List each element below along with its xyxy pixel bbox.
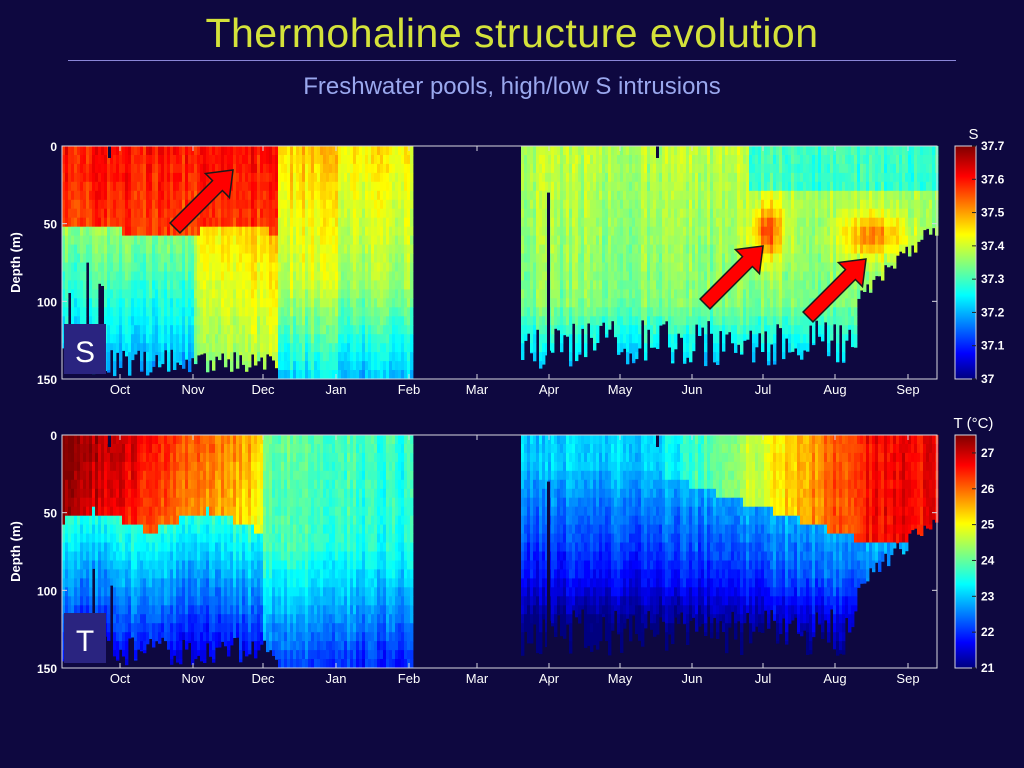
colorbar-tick-label: 23: [981, 589, 995, 603]
annotation-arrow: [802, 258, 867, 323]
colorbar-tick-label: 26: [981, 482, 995, 496]
panel-label-box: [64, 613, 106, 663]
colorbar-tick-label: 27: [981, 446, 995, 460]
y-axis-label: Depth (m): [8, 521, 23, 582]
y-tick-label: 100: [37, 295, 57, 309]
x-tick-label: Nov: [181, 382, 205, 397]
x-tick-label: Jan: [326, 382, 347, 397]
heatmap-field: [62, 435, 939, 669]
colorbar-tick-label: 25: [981, 518, 995, 532]
temperature-panel: 0 50 100 150 Depth (m) Oct Nov Dec Jan Feb Mar Apr M…: [8, 415, 995, 686]
annotation-arrow: [699, 245, 764, 310]
y-tick-label: 0: [50, 429, 57, 443]
colorbar-tick-label: 24: [981, 553, 995, 567]
x-tick-label: May: [608, 671, 633, 686]
colorbar-tick-label: 37.2: [981, 305, 1005, 319]
colorbar-label: S: [968, 126, 978, 143]
x-tick-label: Dec: [251, 382, 275, 397]
colorbar-tick-label: 37.6: [981, 172, 1005, 186]
x-tick-label: Mar: [466, 382, 489, 397]
slide-title: Thermohaline structure evolution: [205, 10, 819, 56]
x-tick-label: May: [608, 382, 633, 397]
y-tick-label: 50: [44, 218, 58, 232]
slide-subtitle: Freshwater pools, high/low S intrusions: [303, 73, 721, 100]
colorbar-tick-label: 21: [981, 661, 995, 675]
y-tick-label: 50: [44, 507, 58, 521]
colorbar-tick-label: 37.4: [981, 239, 1005, 253]
colorbar-tick-label: 37.7: [981, 139, 1005, 153]
x-tick-label: Mar: [466, 671, 489, 686]
x-tick-label: Dec: [251, 671, 275, 686]
y-tick-label: 100: [37, 584, 57, 598]
plot-frame: [61, 145, 938, 380]
colorbar-tick-label: 37.5: [981, 206, 1005, 220]
y-tick-label: 150: [37, 662, 57, 676]
colorbar-tick-label: 37.3: [981, 272, 1005, 286]
colorbar-tick-label: 37: [981, 372, 995, 386]
x-tick-label: Sep: [896, 382, 919, 397]
x-tick-label: Jul: [755, 671, 772, 686]
colorbar: [954, 145, 977, 380]
panel-label: S: [75, 336, 95, 369]
y-tick-label: 0: [50, 140, 57, 154]
x-tick-label: Jan: [326, 671, 347, 686]
x-tick-label: Jun: [682, 671, 703, 686]
x-tick-label: Oct: [110, 382, 131, 397]
colorbar: [954, 434, 977, 669]
salinity-panel: 0 50 100 150 Depth (m) Oct Nov Dec Jan Feb Mar Apr M…: [8, 126, 1005, 397]
x-tick-label: Aug: [823, 671, 846, 686]
annotation-arrow: [169, 169, 234, 234]
x-tick-label: Nov: [181, 671, 205, 686]
x-tick-label: Sep: [896, 671, 919, 686]
panel-label-box: [64, 324, 106, 374]
y-tick-label: 150: [37, 373, 57, 387]
colorbar-tick-label: 37.1: [981, 339, 1005, 353]
colorbar-tick-label: 22: [981, 625, 995, 639]
x-tick-label: Jul: [755, 382, 772, 397]
x-tick-label: Feb: [398, 382, 420, 397]
x-tick-label: Apr: [539, 671, 560, 686]
x-tick-label: Apr: [539, 382, 560, 397]
x-tick-label: Feb: [398, 671, 420, 686]
x-tick-label: Oct: [110, 671, 131, 686]
colorbar-label: T (°C): [954, 415, 994, 432]
x-tick-label: Jun: [682, 382, 703, 397]
plot-frame: [61, 434, 938, 669]
y-axis-label: Depth (m): [8, 232, 23, 293]
x-tick-label: Aug: [823, 382, 846, 397]
panel-label: T: [76, 625, 94, 658]
title-divider: [68, 60, 956, 61]
